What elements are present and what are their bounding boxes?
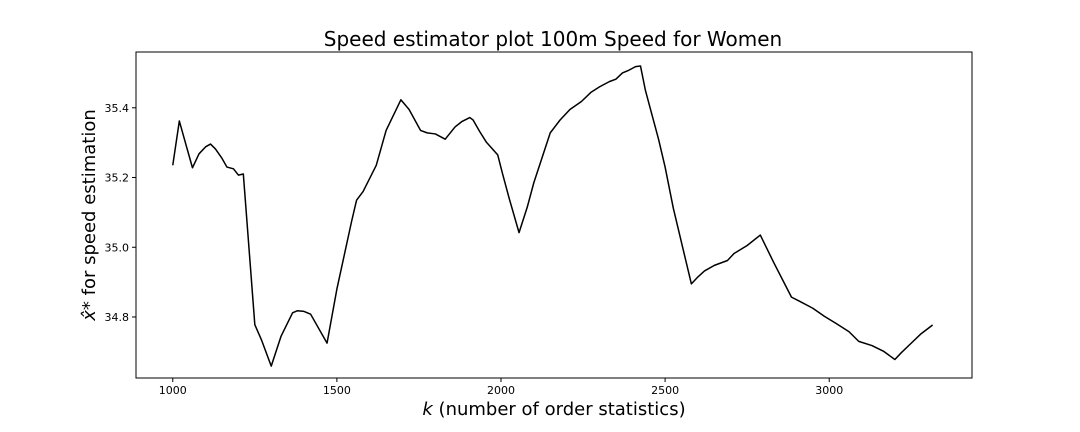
x-tick-label: 2000	[487, 384, 515, 397]
x-axis-label: k (number of order statistics)	[422, 399, 685, 420]
y-axis-ticks: 34.8 35.0 35.2 35.4	[105, 102, 136, 324]
y-axis-label-text: for speed estimation	[79, 109, 100, 301]
x-tick-label: 2500	[651, 384, 679, 397]
y-tick-label: 34.8	[105, 311, 130, 324]
chart-title: Speed estimator plot 100m Speed for Wome…	[324, 27, 783, 51]
x-tick-label: 1000	[159, 384, 187, 397]
x-tick-label: 1500	[323, 384, 351, 397]
x-axis-label-variable: k	[422, 399, 434, 420]
x-axis-ticks: 1000 1500 2000 2500 3000	[159, 378, 843, 397]
x-axis-label-text: (number of order statistics)	[433, 399, 686, 420]
plot-frame	[135, 51, 973, 379]
y-axis-label-symbol: x̂*	[79, 301, 100, 322]
x-tick-label: 3000	[815, 384, 843, 397]
y-tick-label: 35.2	[105, 172, 130, 185]
y-axis-label: x̂* for speed estimation	[79, 109, 100, 322]
series-line	[172, 65, 934, 367]
y-tick-label: 35.0	[105, 241, 130, 254]
y-tick-label: 35.4	[105, 102, 130, 115]
